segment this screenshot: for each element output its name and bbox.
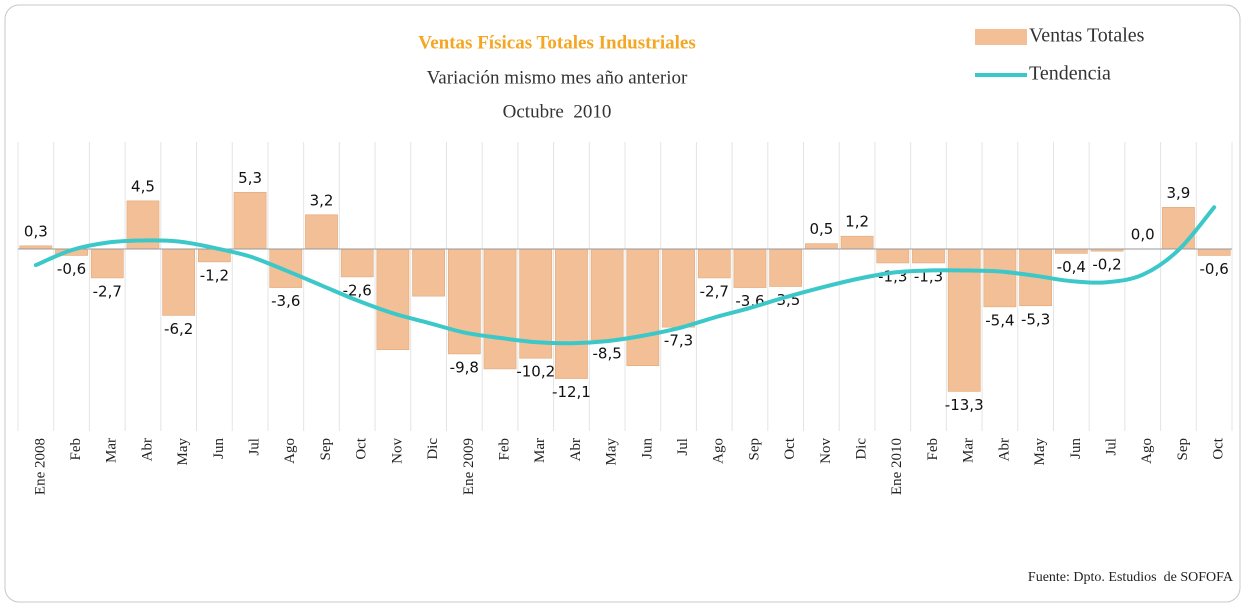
x-tick-label: Ago [1139,438,1155,464]
x-tick-label: Jul [675,438,691,456]
bar [340,248,374,278]
bar [162,248,196,316]
bar [90,248,124,279]
x-tick-label: May [1032,438,1048,466]
x-tick-label: Feb [496,438,512,461]
x-tick-label: Mar [104,438,120,463]
bar [840,235,874,250]
bar [447,248,481,355]
data-label: -7,3 [664,332,693,350]
x-tick-label: Sep [746,438,762,461]
x-tick-label: Ago [282,438,298,464]
x-tick-label: Oct [782,437,798,459]
x-tick-label: Ene 2008 [32,438,48,495]
data-label: -13,3 [945,396,984,414]
x-tick-label: May [175,438,191,466]
bar [733,248,767,288]
bar [1054,248,1088,254]
x-tick-label: Feb [925,438,941,461]
bar [626,248,660,367]
data-label: -5,3 [1021,310,1050,328]
x-tick-label: Ago [711,438,727,464]
data-label: -2,6 [343,281,372,299]
data-label: -2,7 [93,282,122,300]
data-label: 3,9 [1167,184,1191,202]
bar [412,248,445,297]
data-label: -9,8 [450,358,479,376]
x-tick-label: May [604,438,620,466]
data-label: 1,2 [845,213,869,231]
x-tick-label: Mar [961,438,977,463]
bar [555,248,588,379]
x-tick-label: Jul [1103,438,1119,456]
data-label: -6,2 [164,320,193,338]
source-note: Fuente: Dpto. Estudios de SOFOFA [1028,570,1234,585]
chart-subtitle: Octubre 2010 [503,101,612,122]
data-label: -0,4 [1057,258,1086,276]
data-label: -5,4 [985,311,1014,329]
x-tick-label: Oct [1211,437,1227,459]
bar [947,248,981,392]
x-tick-label: Ene 2009 [461,438,477,495]
x-tick-label: Nov [818,438,834,464]
x-tick-label: Jun [211,438,227,459]
chart-title: Ventas Físicas Totales Industriales [418,32,696,53]
data-label: 5,3 [238,169,262,187]
bar [590,248,624,341]
x-tick-label: Dic [425,438,441,460]
x-tick-label: Abr [996,438,1012,461]
legend-swatch [975,29,1027,45]
legend-label: Tendencia [1029,63,1111,85]
bar [912,248,945,264]
data-label: 0,5 [809,220,833,238]
data-label: -12,1 [552,383,591,401]
data-label: 4,5 [131,177,155,195]
x-tick-label: Jun [1068,438,1084,459]
x-tick-label: Oct [354,437,370,459]
bar [662,248,695,328]
legend-label: Ventas Totales [1029,25,1145,47]
x-tick-label: Dic [854,438,870,460]
x-tick-label: Mar [532,438,548,463]
x-tick-label: Sep [1175,438,1191,461]
data-label: -3,6 [271,292,300,310]
data-label: -0,6 [1200,260,1229,278]
data-label: -0,2 [1092,256,1121,274]
bar [983,248,1017,308]
bar [876,248,910,264]
bar [305,214,338,250]
data-label: 0,3 [24,222,48,240]
data-label: -8,5 [593,345,622,363]
trend-line [33,205,1217,346]
bar [697,248,731,279]
data-label: -1,2 [200,266,229,284]
bar [483,248,517,370]
bar [233,192,267,250]
x-tick-label: Ene 2010 [889,438,905,495]
x-tick-label: Jun [639,438,655,459]
data-label: -2,7 [700,282,729,300]
data-label: -10,2 [516,363,555,381]
x-tick-label: Feb [68,438,84,461]
x-tick-label: Jul [247,438,263,456]
data-label: 0,0 [1131,226,1155,244]
data-label: 3,2 [310,191,334,209]
x-tick-label: Nov [389,438,405,464]
bar [805,243,838,250]
bar [769,248,803,287]
chart-subtitle: Variación mismo mes año anterior [427,67,688,88]
bar [376,248,410,350]
x-tick-label: Abr [568,438,584,461]
x-tick-label: Abr [139,438,155,461]
bar [1197,248,1231,256]
x-tick-label: Sep [318,438,334,461]
bar [1162,206,1195,250]
data-label: -0,6 [57,260,86,278]
